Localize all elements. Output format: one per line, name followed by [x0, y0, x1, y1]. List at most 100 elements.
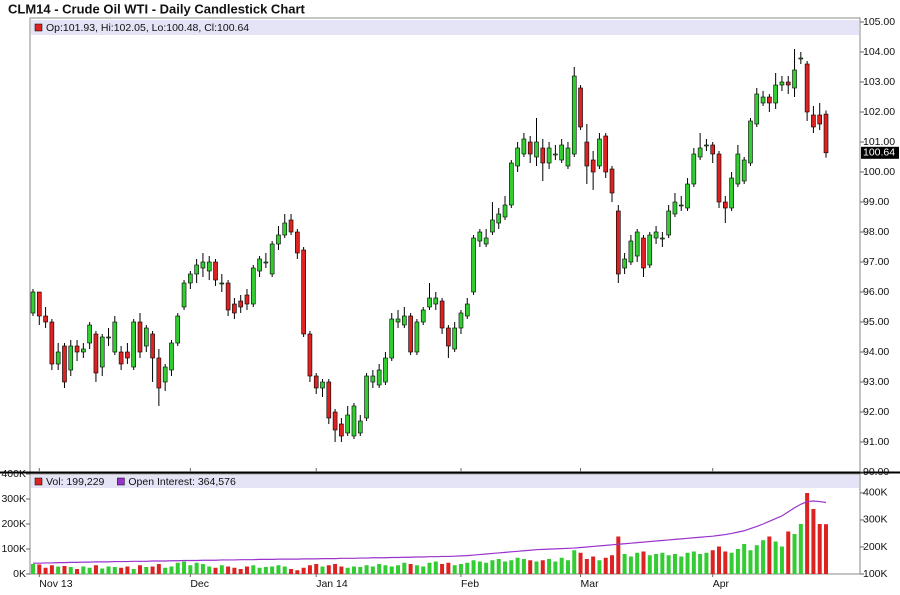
- candle-body: [565, 147, 571, 167]
- volume-bar: [578, 552, 583, 574]
- volume-bar: [383, 565, 388, 574]
- volume-bar: [408, 564, 413, 574]
- y-tick-label: 0K: [13, 568, 26, 580]
- y-tick-label: 90.00: [863, 466, 889, 478]
- volume-bar: [672, 554, 677, 574]
- y-tick-label: 200K: [1, 518, 26, 530]
- candle-body: [156, 357, 162, 389]
- volume-bar: [761, 540, 766, 574]
- candle-body: [553, 153, 558, 156]
- candle-body: [225, 282, 231, 311]
- candle-body: [603, 135, 609, 173]
- candle-body: [395, 318, 401, 323]
- volume-bar: [282, 566, 287, 574]
- candle-body: [244, 294, 250, 305]
- volume-bar: [786, 531, 791, 574]
- volume-bar: [427, 562, 432, 574]
- candle-body: [458, 312, 464, 329]
- y-tick-label: 105.00: [863, 16, 895, 28]
- y2-tick-label: 400K: [863, 487, 888, 499]
- volume-bar: [528, 560, 533, 574]
- volume-bar: [106, 566, 111, 574]
- volume-bar: [805, 493, 810, 574]
- x-tick-label: Jan 14: [316, 578, 348, 590]
- legend-band: [31, 20, 859, 35]
- volume-bar: [635, 552, 640, 574]
- volume-bar: [200, 564, 205, 574]
- volume-bar: [540, 560, 545, 574]
- candle-body: [710, 144, 716, 155]
- candle-body: [232, 303, 237, 314]
- y-tick-label: 94.00: [863, 346, 889, 358]
- candle-body: [735, 153, 741, 185]
- candle-body: [238, 300, 243, 308]
- volume-bar: [572, 550, 577, 574]
- candle-body: [704, 144, 709, 147]
- volume-bar: [817, 524, 822, 574]
- legend-swatch: [34, 477, 43, 486]
- candle-body: [389, 318, 395, 359]
- candle-body: [339, 423, 344, 437]
- volume-bar: [112, 567, 117, 574]
- candle-body: [345, 414, 350, 434]
- volume-bar: [175, 562, 180, 574]
- volume-bar: [503, 561, 508, 574]
- volume-bar: [263, 567, 268, 574]
- volume-bar: [679, 556, 684, 574]
- candle-body: [515, 147, 520, 167]
- candle-body: [370, 375, 376, 383]
- volume-bar: [194, 562, 199, 574]
- candle-body: [137, 321, 143, 353]
- y2-tick-label: 300K: [863, 514, 888, 526]
- candle-body: [30, 291, 36, 314]
- candle-body: [87, 324, 92, 344]
- y-tick-label: 103.00: [863, 76, 895, 88]
- candle-body: [43, 315, 48, 323]
- candle-body: [320, 381, 325, 389]
- candle-body: [313, 375, 319, 389]
- candle-body: [276, 234, 281, 245]
- y2-tick-label: 100K: [863, 568, 888, 580]
- candle-body: [559, 144, 564, 161]
- volume-bar: [584, 559, 589, 574]
- volume-bar: [131, 569, 136, 574]
- candle-body: [653, 231, 659, 239]
- volume-bar: [396, 565, 401, 574]
- candle-body: [741, 159, 747, 182]
- candle-body: [546, 147, 552, 164]
- candle-body: [471, 237, 476, 293]
- candle-body: [68, 345, 74, 371]
- candle-body: [678, 204, 684, 207]
- candle-body: [439, 300, 445, 329]
- candle-body: [301, 249, 306, 335]
- volume-bar: [244, 566, 249, 574]
- candle-body: [754, 93, 760, 125]
- candle-body: [200, 261, 206, 269]
- volume-bar: [207, 566, 212, 574]
- volume-bar: [654, 554, 659, 574]
- candle-body: [792, 69, 797, 89]
- volume-bar: [257, 567, 262, 574]
- volume-bar: [93, 565, 98, 574]
- volume-bar: [824, 524, 828, 574]
- volume-bar: [591, 556, 596, 574]
- volume-bar: [81, 566, 86, 574]
- volume-bar: [421, 566, 426, 574]
- candle-body: [540, 147, 546, 164]
- volume-bar: [320, 566, 325, 574]
- candle-body: [162, 366, 168, 383]
- candle-body: [282, 222, 288, 236]
- y-tick-label: 102.00: [863, 106, 895, 118]
- volume-bar: [647, 555, 652, 574]
- candle-body: [616, 210, 621, 275]
- y-tick-label: 95.00: [863, 316, 889, 328]
- volume-bar: [144, 567, 149, 574]
- candle-body: [150, 333, 155, 359]
- y-tick-label: 100K: [1, 543, 26, 555]
- candle-body: [723, 201, 728, 209]
- volume-bar: [150, 566, 155, 574]
- volume-bar: [698, 554, 703, 574]
- candle-body: [823, 113, 829, 154]
